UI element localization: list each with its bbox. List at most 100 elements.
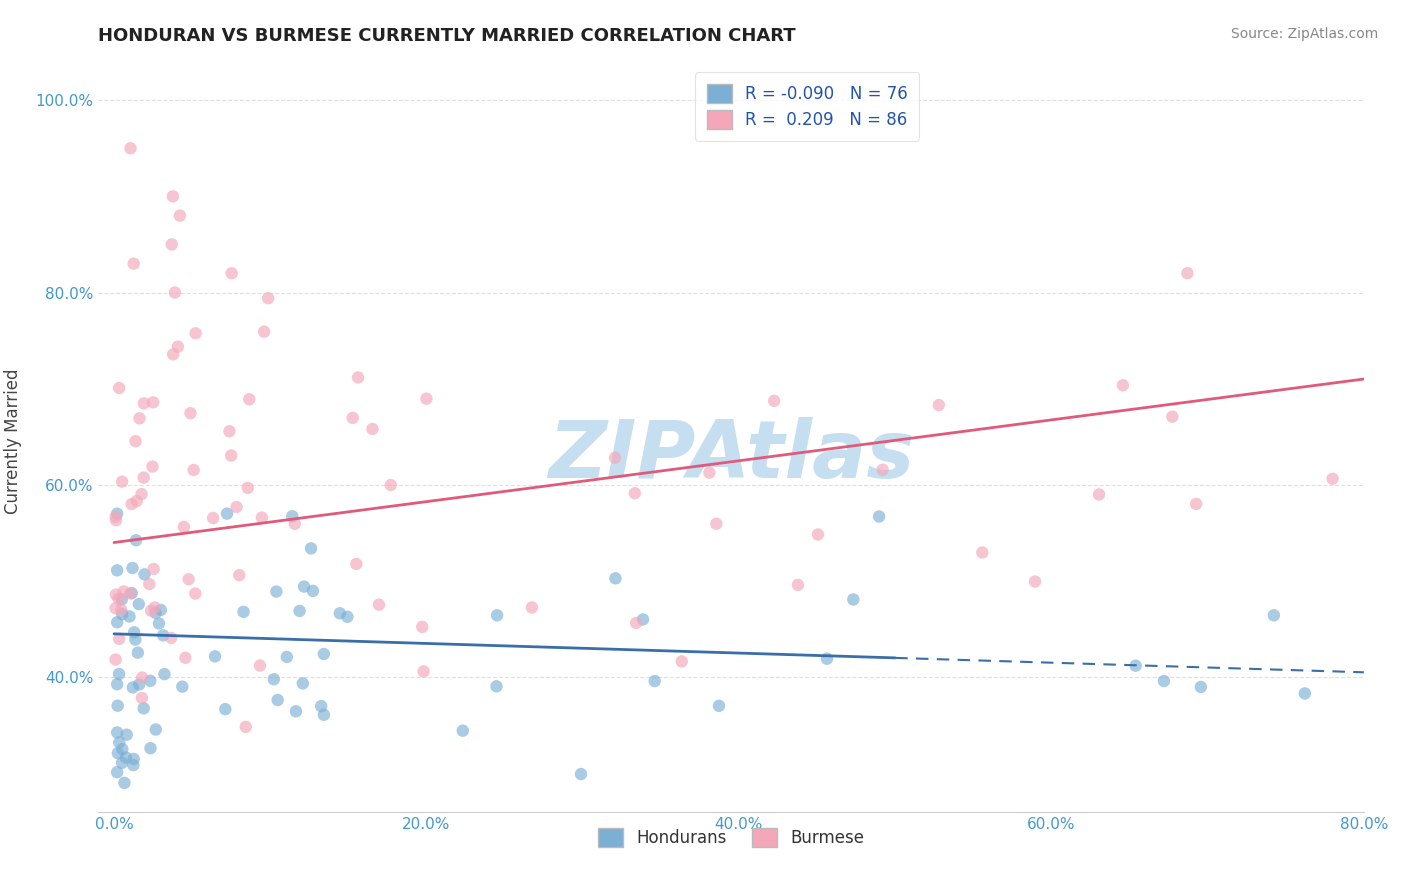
Point	[707, 698, 730, 713]
Point	[167, 340, 190, 354]
Point	[105, 507, 128, 521]
Point	[266, 584, 288, 599]
Point	[485, 679, 508, 693]
Point	[1189, 680, 1212, 694]
Point	[183, 463, 205, 477]
Point	[1263, 608, 1285, 623]
Point	[108, 632, 131, 646]
Point	[928, 398, 950, 412]
Point	[107, 746, 129, 760]
Point	[415, 392, 437, 406]
Point	[128, 677, 150, 691]
Y-axis label: Currently Married: Currently Married	[4, 368, 21, 515]
Point	[110, 603, 132, 617]
Point	[174, 650, 197, 665]
Point	[872, 463, 894, 477]
Point	[281, 509, 304, 524]
Point	[624, 615, 647, 630]
Point	[228, 568, 250, 582]
Point	[162, 347, 184, 361]
Point	[115, 728, 138, 742]
Point	[605, 571, 627, 585]
Point	[232, 605, 254, 619]
Point	[236, 481, 259, 495]
Point	[122, 758, 145, 772]
Point	[125, 494, 148, 508]
Point	[284, 516, 307, 531]
Point	[111, 756, 134, 770]
Point	[104, 601, 127, 615]
Point	[787, 578, 810, 592]
Point	[131, 690, 153, 705]
Point	[486, 608, 509, 623]
Point	[644, 673, 666, 688]
Legend: Hondurans, Burmese: Hondurans, Burmese	[589, 819, 873, 855]
Point	[143, 600, 166, 615]
Point	[249, 658, 271, 673]
Point	[160, 237, 183, 252]
Point	[569, 767, 592, 781]
Point	[184, 586, 207, 600]
Point	[368, 598, 391, 612]
Point	[380, 478, 402, 492]
Point	[162, 189, 184, 203]
Point	[132, 701, 155, 715]
Point	[132, 470, 155, 484]
Point	[122, 257, 145, 271]
Point	[302, 583, 325, 598]
Point	[221, 266, 243, 280]
Point	[134, 567, 156, 582]
Point	[1153, 674, 1175, 689]
Point	[288, 604, 311, 618]
Point	[1088, 487, 1111, 501]
Point	[142, 562, 165, 576]
Point	[108, 735, 131, 749]
Point	[105, 513, 128, 527]
Point	[169, 209, 191, 223]
Point	[253, 325, 276, 339]
Point	[107, 698, 129, 713]
Point	[202, 511, 225, 525]
Point	[111, 475, 134, 489]
Point	[179, 406, 201, 420]
Point	[361, 422, 384, 436]
Point	[104, 588, 127, 602]
Point	[160, 631, 183, 645]
Point	[291, 676, 314, 690]
Point	[125, 533, 148, 548]
Point	[347, 370, 370, 384]
Point	[139, 673, 162, 688]
Point	[631, 612, 654, 626]
Point	[292, 580, 315, 594]
Point	[153, 667, 176, 681]
Point	[299, 541, 322, 556]
Point	[105, 677, 128, 691]
Point	[105, 765, 128, 780]
Point	[1161, 409, 1184, 424]
Point	[108, 381, 131, 395]
Point	[344, 557, 367, 571]
Point	[842, 592, 865, 607]
Point	[336, 609, 359, 624]
Point	[250, 510, 273, 524]
Point	[218, 424, 240, 438]
Point	[128, 411, 150, 425]
Point	[807, 527, 830, 541]
Point	[107, 591, 129, 606]
Point	[266, 693, 288, 707]
Point	[184, 326, 207, 341]
Point	[142, 395, 165, 409]
Point	[342, 410, 364, 425]
Point	[145, 723, 167, 737]
Point	[699, 466, 721, 480]
Point	[152, 628, 174, 642]
Point	[235, 720, 257, 734]
Point	[139, 604, 162, 618]
Point	[815, 651, 838, 665]
Point	[671, 654, 693, 668]
Point	[118, 609, 141, 624]
Point	[104, 652, 127, 666]
Point	[177, 572, 200, 586]
Point	[215, 507, 238, 521]
Point	[111, 592, 134, 607]
